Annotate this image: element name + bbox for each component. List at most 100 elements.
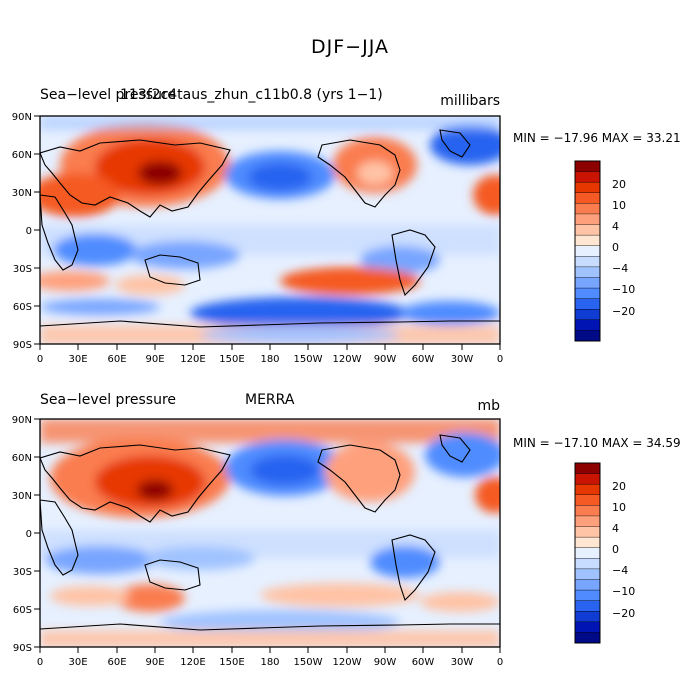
lon-tick-label: 90E <box>145 354 164 365</box>
colorbar-label: 20 <box>612 178 626 191</box>
colorbar-swatch <box>574 632 601 644</box>
lon-tick-label: 120E <box>180 657 205 668</box>
coastlines <box>40 434 500 631</box>
units-label: millibars <box>440 93 500 109</box>
units-label: mb <box>477 398 500 414</box>
lon-tick-label: 120E <box>180 354 205 365</box>
colorbar-swatch <box>574 319 601 331</box>
case-label: MERRA <box>245 392 295 408</box>
lon-tick-label: 30E <box>68 354 87 365</box>
colorbar-swatch <box>574 298 601 310</box>
lon-tick-label: 90E <box>145 657 164 668</box>
colorbar-swatch <box>574 579 601 591</box>
lat-tick-label: 90N <box>12 415 32 426</box>
colorbar-swatch <box>574 213 601 226</box>
colorbar-label: 4 <box>612 522 619 535</box>
panel-model: Sea−level pressure 113f2c4taus_zhun_c11b… <box>0 85 700 385</box>
colorbar-swatch <box>574 203 601 215</box>
colorbar-swatch <box>574 234 601 247</box>
pressure-field <box>40 116 500 344</box>
colorbar-swatch <box>574 330 601 342</box>
lat-axis: 90N 60N 30N 0 30S 60S 90S <box>12 415 40 654</box>
panel-merra: Sea−level pressure MERRA mb MIN = −17.10… <box>0 390 700 690</box>
colorbar: 20 10 4 0 −4 −10 −20 <box>574 462 635 644</box>
colorbar-label: −4 <box>612 564 628 577</box>
lat-tick-label: 60S <box>13 605 32 616</box>
lat-tick-label: 60N <box>12 453 32 464</box>
colorbar-swatch <box>574 505 601 517</box>
lon-tick-label: 60W <box>412 657 435 668</box>
lon-tick-label: 30W <box>451 657 474 668</box>
map-figure: 90N 60N 30N 0 30S 60S 90S 0 30E 60E 90E … <box>12 415 635 668</box>
colorbar-label: −4 <box>612 262 628 275</box>
colorbar-swatch <box>574 494 601 506</box>
lat-tick-label: 90S <box>13 340 32 351</box>
colorbar-swatch <box>574 266 601 278</box>
colorbar-label: 0 <box>612 543 619 556</box>
lat-tick-label: 60N <box>12 150 32 161</box>
colorbar-labels: 20 10 4 0 −4 −10 −20 <box>612 178 635 318</box>
lon-tick-label: 150E <box>219 354 244 365</box>
colorbar-swatch <box>574 192 601 204</box>
lon-tick-label: 150W <box>294 657 323 668</box>
colorbar-swatch <box>574 256 601 268</box>
case-label: 113f2c4taus_zhun_c11b0.8 (yrs 1−1) <box>120 87 383 103</box>
colorbar-swatch <box>574 621 601 633</box>
colorbar-swatch <box>574 309 601 321</box>
colorbar-swatch <box>574 171 601 183</box>
colorbar-label: 10 <box>612 199 626 212</box>
colorbar-swatch <box>574 160 601 173</box>
lat-tick-label: 30S <box>13 264 32 275</box>
colorbar-label: −10 <box>612 283 635 296</box>
lon-tick-label: 30E <box>68 657 87 668</box>
main-title: DJF−JJA <box>311 36 389 58</box>
colorbar-swatch <box>574 536 601 549</box>
colorbar-swatch <box>574 287 601 300</box>
colorbar-swatch <box>574 473 601 485</box>
lon-tick-label: 180 <box>260 657 279 668</box>
colorbar-label: −20 <box>612 607 635 620</box>
lat-tick-label: 90S <box>13 643 32 654</box>
lon-tick-label: 120W <box>333 354 362 365</box>
lon-tick-label: 60E <box>107 354 126 365</box>
coastlines <box>40 129 500 328</box>
lat-tick-label: 90N <box>12 112 32 123</box>
lon-tick-label: 0 <box>497 657 503 668</box>
lon-tick-label: 180 <box>260 354 279 365</box>
lon-tick-label: 120W <box>333 657 362 668</box>
colorbar-swatch <box>574 462 601 475</box>
colorbar-label: 0 <box>612 241 619 254</box>
colorbar-swatch <box>574 568 601 580</box>
colorbar-swatch <box>574 558 601 570</box>
lat-tick-label: 30S <box>13 567 32 578</box>
colorbar-swatch <box>574 181 601 194</box>
lon-tick-label: 0 <box>497 354 503 365</box>
lon-axis: 0 30E 60E 90E 120E 150E 180 150W 120W 90… <box>37 344 503 365</box>
lon-axis: 0 30E 60E 90E 120E 150E 180 150W 120W 90… <box>37 647 503 668</box>
lon-tick-label: 90W <box>374 657 397 668</box>
lat-tick-label: 30N <box>12 188 32 199</box>
lat-tick-label: 0 <box>26 226 32 237</box>
colorbar-swatch <box>574 547 601 559</box>
colorbar-swatch <box>574 224 601 236</box>
colorbar-swatch <box>574 483 601 496</box>
colorbar-label: −20 <box>612 305 635 318</box>
colorbar-swatch <box>574 589 601 602</box>
colorbar-swatch <box>574 611 601 623</box>
colorbar-label: 20 <box>612 480 626 493</box>
variable-label: Sea−level pressure <box>40 392 177 408</box>
variable-label: Sea−level pressure <box>40 87 177 103</box>
lon-tick-label: 0 <box>37 354 43 365</box>
colorbar-label: 4 <box>612 220 619 233</box>
colorbar-swatch <box>574 245 601 257</box>
lon-tick-label: 60W <box>412 354 435 365</box>
colorbar-swatch <box>574 515 601 528</box>
colorbar-swatch <box>574 277 601 289</box>
colorbar-swatch <box>574 600 601 612</box>
lat-tick-label: 60S <box>13 302 32 313</box>
colorbar-label: −10 <box>612 585 635 598</box>
colorbar-swatch <box>574 526 601 538</box>
lon-tick-label: 90W <box>374 354 397 365</box>
lon-tick-label: 30W <box>451 354 474 365</box>
colorbar-labels: 20 10 4 0 −4 −10 −20 <box>612 480 635 620</box>
